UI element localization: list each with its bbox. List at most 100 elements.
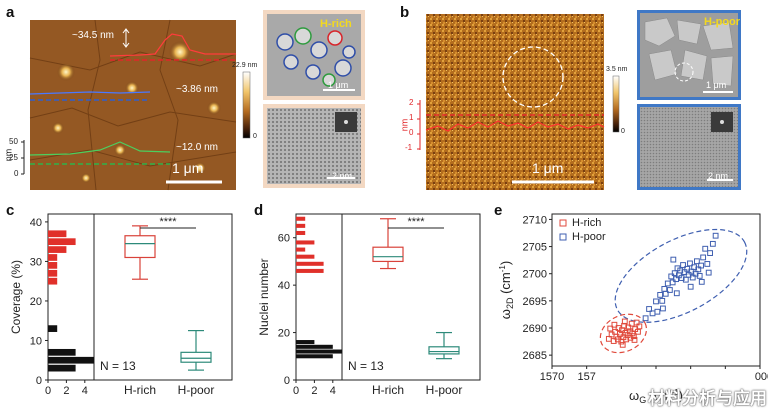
watermark-text: 材料分析与应用 — [648, 389, 767, 408]
scatter-point — [636, 323, 643, 330]
panel-letter-b: b — [400, 4, 410, 21]
scatter-point — [659, 297, 666, 304]
inset-label-h-rich: H-rich — [320, 18, 352, 30]
histogram-bar — [48, 246, 67, 253]
inset-label-h-poor: H-poor — [704, 16, 741, 28]
y-tick-label: 0 — [284, 375, 290, 387]
histogram-bar — [296, 349, 342, 354]
category-label: H-poor — [426, 383, 463, 397]
hist-x-tick-label: 4 — [330, 385, 336, 397]
panel-letter-e: e — [494, 202, 503, 219]
profile-axis-label-b: nm — [399, 118, 410, 132]
histogram-bar — [48, 348, 76, 356]
panel-letter-d: d — [254, 202, 264, 219]
scatter-point — [664, 280, 671, 287]
scatter-point — [621, 318, 628, 325]
histogram-bar — [296, 344, 333, 349]
scatter-point — [646, 306, 652, 312]
n-annotation: N = 13 — [348, 359, 384, 373]
box-body — [428, 346, 460, 355]
y-tick-label: 2710 — [523, 214, 547, 226]
height-annotation-red: ~34.5 nm — [72, 30, 114, 41]
scatter-point — [625, 324, 632, 331]
scatter-point — [611, 321, 618, 328]
y-tick-label: 0 — [36, 375, 42, 387]
scatter-point — [666, 287, 673, 293]
legend-label: H-poor — [572, 231, 606, 243]
scatter-point — [687, 260, 693, 267]
inset-scalebar-a-top: 1 μm — [328, 80, 349, 90]
histogram-bar — [296, 230, 306, 235]
y-tick-label: 2705 — [523, 242, 547, 254]
profile-tick-b-2: 2 — [409, 98, 414, 107]
scatter-point — [662, 290, 669, 297]
legend-label: H-rich — [572, 217, 601, 229]
histogram-bar — [296, 268, 324, 273]
profile-tick-b-neg1: -1 — [405, 143, 413, 152]
colorbar-max-a: 22.9 nm — [232, 62, 258, 69]
histogram-bar — [48, 277, 58, 285]
chart-e: 2685 2690 2695 2700 2705 2710 1570 157 000 H-rich… — [498, 213, 768, 405]
histogram-bar — [296, 254, 315, 259]
plot-frame — [47, 213, 233, 381]
category-label: H-rich — [124, 383, 156, 397]
panel-letter-a: a — [6, 4, 15, 21]
scatter-point — [668, 273, 675, 280]
scatter-point — [670, 256, 677, 263]
hist-x-tick-label: 2 — [311, 385, 317, 397]
hist-x-tick-label: 0 — [293, 385, 299, 397]
panel-b-afm — [417, 14, 620, 190]
scatter-point — [687, 283, 694, 290]
y-tick-label: 20 — [30, 296, 42, 308]
scatter-point — [705, 269, 712, 276]
hist-x-tick-label: 4 — [82, 385, 88, 397]
histogram-bar — [296, 247, 306, 252]
profile-tick-a-25: 25 — [9, 153, 18, 162]
histogram-bar — [296, 340, 315, 345]
y-tick-label: 2700 — [523, 269, 547, 281]
inset-scalebar-b-top: 1 μm — [706, 80, 727, 90]
height-annotation-blue: ~3.86 nm — [176, 84, 218, 95]
significance-stars: **** — [407, 216, 425, 228]
legend-marker — [559, 219, 567, 227]
category-label: H-poor — [178, 383, 215, 397]
y-tick-label: 60 — [278, 233, 290, 245]
h-rich-cluster-ellipse — [599, 313, 648, 354]
histogram-bar — [48, 325, 58, 332]
scatter-point — [712, 232, 719, 239]
scatter-point — [677, 267, 684, 274]
scatter-point — [661, 286, 668, 292]
legend-marker — [559, 233, 567, 241]
scatter-point — [660, 305, 666, 312]
y-tick-label: 20 — [278, 328, 290, 340]
scatter-point — [678, 275, 685, 281]
scatter-point — [673, 290, 680, 297]
histogram-bar — [296, 261, 324, 266]
box-body — [180, 351, 212, 363]
height-annotation-green: ~12.0 nm — [176, 142, 218, 153]
panel-b-inset-sem — [637, 10, 741, 100]
profile-tick-b-1: 1 — [409, 113, 414, 122]
panel-b-inset-tem — [637, 104, 741, 190]
histogram-bar — [48, 356, 94, 364]
x-axis-label: ωG (cm-1) — [629, 388, 683, 405]
histogram-bar — [48, 364, 76, 372]
panel-a-inset-tem — [263, 104, 365, 188]
histogram-bar — [48, 262, 58, 269]
scatter-point — [709, 240, 716, 247]
scatter-point — [619, 341, 626, 348]
scatter-point — [707, 250, 713, 256]
profile-tick-b-0: 0 — [409, 128, 414, 137]
significance-stars: **** — [159, 216, 177, 228]
colorbar-min-a: 0 — [253, 133, 257, 140]
category-label: H-rich — [372, 383, 404, 397]
histogram-bar — [48, 269, 58, 277]
histogram-bar — [296, 354, 333, 359]
inset-scalebar-b-bottom: 2 nm — [708, 171, 729, 181]
scalebar-label-a: 1 μm — [172, 160, 204, 176]
scatter-point — [642, 315, 649, 322]
y-axis-label: ω2D (cm-1) — [498, 261, 515, 319]
scatter-point — [702, 245, 709, 252]
y-tick-label: 2685 — [523, 350, 547, 362]
